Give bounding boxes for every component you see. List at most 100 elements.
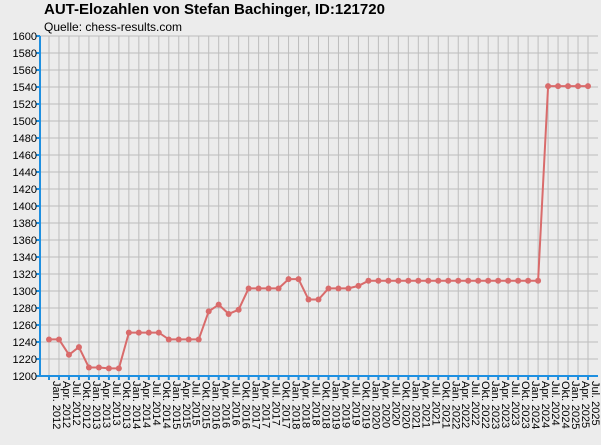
x-tick-label: Jan. 2017 — [250, 381, 262, 429]
x-tick-label: Jan. 2018 — [290, 381, 302, 429]
x-tick-label: Okt. 2024 — [559, 381, 571, 429]
data-point — [175, 336, 182, 343]
x-tick-label: Apr. 2014 — [140, 381, 152, 428]
x-tick-label: Jul. 2022 — [469, 381, 481, 426]
x-tick-label: Jul. 2019 — [349, 381, 361, 426]
x-tick-label: Jul. 2023 — [509, 381, 521, 426]
x-tick-label: Okt. 2015 — [200, 381, 212, 429]
data-point — [195, 336, 202, 343]
data-point — [395, 277, 402, 284]
data-point — [335, 285, 342, 292]
data-point — [485, 277, 492, 284]
data-point — [465, 277, 472, 284]
chart-title: AUT-Elozahlen von Stefan Bachinger, ID:1… — [44, 1, 385, 18]
x-tick-label: Apr. 2015 — [180, 381, 192, 428]
data-point — [475, 277, 482, 284]
x-tick-label: Jul. 2017 — [270, 381, 282, 426]
x-tick-label: Okt. 2016 — [240, 381, 252, 429]
x-tick-label: Apr. 2016 — [220, 381, 232, 428]
x-tick-label: Apr. 2012 — [60, 381, 72, 428]
x-tick-label: Jul. 2016 — [230, 381, 242, 426]
y-tick-label: 1380 — [13, 218, 37, 230]
data-point — [515, 277, 522, 284]
data-point — [305, 296, 312, 303]
x-tick-label: Okt. 2014 — [160, 381, 172, 429]
y-tick-label: 1340 — [13, 252, 37, 264]
data-point — [245, 285, 252, 292]
y-tick-label: 1240 — [13, 337, 37, 349]
data-point — [495, 277, 502, 284]
y-tick-label: 1580 — [13, 48, 37, 60]
data-point — [565, 83, 572, 90]
x-tick-label: Apr. 2024 — [539, 381, 551, 428]
x-tick-label: Jan. 2022 — [449, 381, 461, 429]
y-tick-label: 1500 — [13, 116, 37, 128]
data-point — [235, 306, 242, 313]
data-point — [46, 336, 52, 343]
axes — [36, 35, 598, 380]
x-tick-label: Jul. 2014 — [150, 381, 162, 426]
x-tick-label: Apr. 2020 — [379, 381, 391, 428]
x-tick-label: Jan. 2016 — [210, 381, 222, 429]
chart-subtitle: Quelle: chess-results.com — [44, 20, 183, 34]
y-tick-label: 1540 — [13, 82, 37, 94]
y-tick-label: 1520 — [13, 99, 37, 111]
data-point — [95, 364, 102, 371]
data-point — [55, 336, 62, 343]
data-point — [325, 285, 332, 292]
data-point — [145, 329, 152, 336]
grid-lines — [40, 35, 598, 377]
y-tick-labels: 1200 1220 1240 1260 1280 1300 1320 1340 1360 1380… — [13, 31, 37, 383]
x-tick-label: Jan. 2024 — [529, 381, 541, 429]
y-tick-label: 1200 — [13, 371, 37, 383]
x-tick-label: Okt. 2017 — [280, 381, 292, 429]
x-tick-label: Apr. 2023 — [499, 381, 511, 428]
x-tick-label: Okt. 2023 — [519, 381, 531, 429]
data-point — [205, 308, 212, 315]
y-tick-label: 1600 — [13, 31, 37, 43]
data-point — [445, 277, 452, 284]
x-tick-label: Okt. 2019 — [359, 381, 371, 429]
x-tick-label: Okt. 2022 — [479, 381, 491, 429]
data-point — [575, 83, 582, 90]
x-tick-label: Jul. 2018 — [310, 381, 322, 426]
y-tick-label: 1440 — [13, 167, 37, 179]
data-point — [115, 365, 122, 372]
x-tick-label: Apr. 2013 — [100, 381, 112, 428]
y-tick-label: 1320 — [13, 269, 37, 281]
y-tick-label: 1460 — [13, 150, 37, 162]
data-point — [525, 277, 532, 284]
data-point — [375, 277, 382, 284]
y-tick-label: 1360 — [13, 235, 37, 247]
y-tick-label: 1220 — [13, 354, 37, 366]
x-tick-label: Jan. 2013 — [90, 381, 102, 429]
data-point — [255, 285, 262, 292]
x-tick-label: Okt. 2012 — [80, 381, 92, 429]
data-point — [75, 344, 82, 351]
data-point — [555, 83, 562, 90]
data-point — [155, 329, 162, 336]
x-tick-label: Apr. 2017 — [260, 381, 272, 428]
x-tick-label: Jan. 2020 — [369, 381, 381, 429]
data-point — [135, 329, 142, 336]
y-tick-label: 1260 — [13, 320, 37, 332]
data-point — [365, 277, 372, 284]
data-point — [85, 364, 92, 371]
x-tick-label: Jan. 2019 — [329, 381, 341, 429]
y-tick-label: 1480 — [13, 133, 37, 145]
data-point — [65, 351, 72, 358]
data-point — [215, 301, 222, 308]
data-point — [435, 277, 442, 284]
data-point — [415, 277, 422, 284]
data-point — [545, 83, 552, 90]
data-point — [275, 285, 282, 292]
data-point — [285, 276, 292, 283]
data-point — [225, 310, 232, 317]
x-tick-label: Jul. 2024 — [549, 381, 561, 426]
x-tick-label: Jan. 2015 — [170, 381, 182, 429]
x-tick-label: Apr. 2022 — [459, 381, 471, 428]
data-point — [455, 277, 462, 284]
data-point — [265, 285, 272, 292]
